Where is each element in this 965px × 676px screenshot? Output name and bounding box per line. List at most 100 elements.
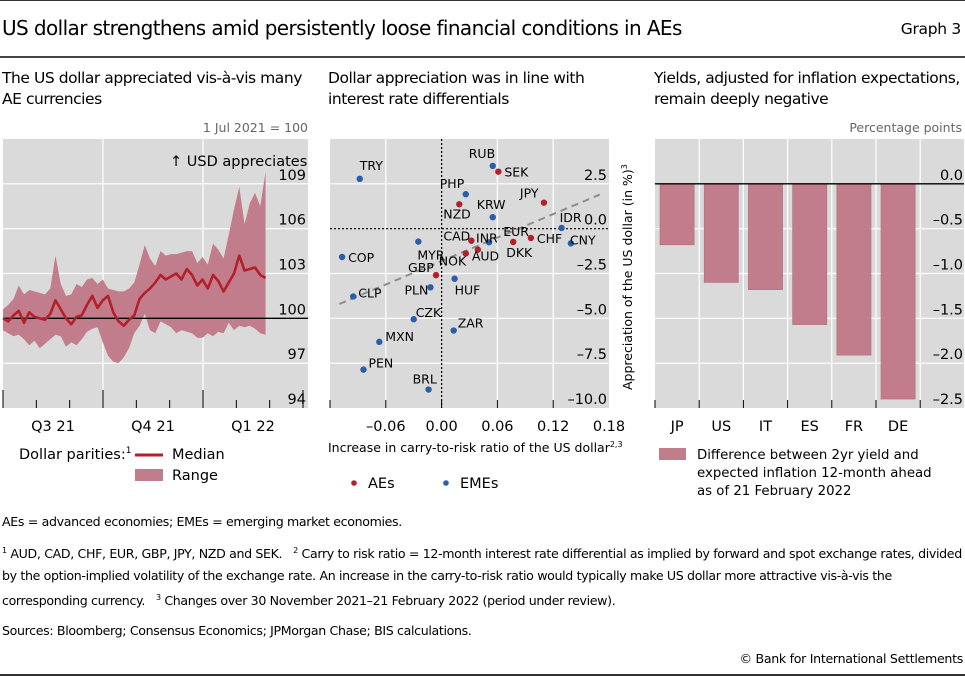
note1-text: AUD, CAD, CHF, EUR, GBP, JPY, NZD and SE… <box>6 546 283 562</box>
p1-x-tick-label: Q3 21 <box>31 419 75 435</box>
p2-y-tick-label: 2.5 <box>584 168 607 184</box>
scatter-x-axis-label: Increase in carry-to-risk ratio of the U… <box>328 440 623 455</box>
scatter-point-pen <box>360 366 367 373</box>
scatter-point-mxn <box>376 338 383 346</box>
scatter-point-eur <box>510 238 517 246</box>
note3-text: Changes over 30 November 2021–21 Februar… <box>160 593 616 609</box>
p2-y-tick-label: –7.5 <box>577 347 607 363</box>
scatter-point-cop <box>338 253 346 261</box>
bar-it <box>748 183 783 290</box>
scatter-label-gbp: GBP <box>408 260 434 275</box>
panel3-title: Yields, adjusted for inflation expectati… <box>654 69 960 108</box>
p1-x-tick-label: Q4 21 <box>131 419 175 435</box>
p3-x-tick-label: DE <box>888 419 908 435</box>
p1-y-tick-label: 94 <box>288 392 306 408</box>
bar-de <box>880 183 916 400</box>
scatter-point-nok <box>462 250 469 257</box>
scatter-point-try <box>356 175 363 183</box>
p1-y-tick-label: 97 <box>288 347 306 363</box>
scatter-point-inr <box>485 239 493 246</box>
p2-x-tick-label: 0.18 <box>593 419 625 435</box>
range-area <box>3 171 266 364</box>
scatter-label-sek: SEK <box>504 165 529 180</box>
scatter-label-pln: PLN <box>404 282 428 297</box>
panel2-y-tick-labels: –10.0 –7.5 –5.0 –2.5 0.0 2.5 <box>567 168 607 408</box>
p2-x-tick-label: 0.12 <box>537 419 569 435</box>
sources-note: Sources: Bloomberg; Consensus Economics;… <box>2 623 472 638</box>
p3-y-tick-label: –1.0 <box>933 258 963 274</box>
scatter-point-myr <box>415 238 422 245</box>
scatter-label-czk: CZK <box>416 305 442 320</box>
panel2-scatter-chart: TRY RUB SEK PHP NZD KRW JPY IDR CNY CHF EUR DKK CAD I… <box>328 139 635 492</box>
p3-x-tick-label: US <box>711 419 731 435</box>
p1-x-tick-label: Q1 22 <box>231 419 275 435</box>
panel2-gridlines <box>330 139 609 408</box>
scatter-point-sek <box>495 168 502 175</box>
p2-x-tick-label: –0.06 <box>366 419 406 435</box>
panel1-unit-label: 1 Jul 2021 = 100 <box>202 120 308 135</box>
legend-bar-label-line3: as of 21 February 2022 <box>697 484 851 499</box>
bar-jp <box>659 183 695 246</box>
panel3-unit-label: Percentage points <box>849 120 962 135</box>
panel1-line-chart: 94 97 100 103 106 109 Q3 21 Q4 21 Q1 22 ↑ USD a… <box>2 139 308 484</box>
scatter-point-czk <box>410 316 417 323</box>
usd-appreciates-annotation: ↑ USD appreciates <box>170 154 307 170</box>
scatter-label-krw: KRW <box>477 197 506 212</box>
scatter-point-aud <box>474 246 482 253</box>
scatter-label-myr: MYR <box>417 248 444 263</box>
scatter-points: TRY RUB SEK PHP NZD KRW JPY IDR CNY CHF EUR DKK CAD I… <box>338 146 596 393</box>
panel1-y-tick-labels: 94 97 100 103 106 109 <box>278 168 306 408</box>
p2-y-tick-label: –5.0 <box>577 302 607 318</box>
scatter-label-clp: CLP <box>358 285 382 300</box>
panel3-y-tick-labels: –2.5 –2.0 –1.5 –1.0 –0.5 0.0 <box>933 168 963 408</box>
p1-y-tick-label: 103 <box>278 258 306 274</box>
bottom-rule <box>0 674 965 676</box>
p3-x-tick-label: ES <box>801 419 819 435</box>
scatter-label-mxn: MXN <box>385 329 414 344</box>
p3-x-tick-label: IT <box>759 419 772 435</box>
panel3-bar-chart: –2.5 –2.0 –1.5 –1.0 –0.5 0.0 JP US IT ES FR DE Dif… <box>654 139 964 499</box>
abbreviations-note: AEs = advanced economies; EMEs = emergin… <box>2 514 402 529</box>
note3-marker: 3 <box>155 593 161 603</box>
scatter-label-zar: ZAR <box>458 316 484 331</box>
p3-x-tick-label: FR <box>845 419 863 435</box>
scatter-point-pln <box>427 284 434 291</box>
scatter-point-rub <box>489 162 496 170</box>
scatter-point-cad <box>468 237 475 244</box>
scatter-point-chf <box>527 234 535 242</box>
scatter-point-nzd <box>456 201 463 208</box>
scatter-point-cny <box>567 240 575 247</box>
legend-bar-swatch <box>659 448 686 460</box>
scatter-point-huf <box>451 275 458 282</box>
p1-y-tick-label: 100 <box>278 302 306 318</box>
p3-y-tick-label: –2.5 <box>933 392 963 408</box>
scatter-label-try: TRY <box>359 158 384 173</box>
p2-y-tick-label: –10.0 <box>567 392 607 408</box>
scatter-point-brl <box>425 386 432 393</box>
bar-us <box>703 183 739 283</box>
panel2-x-ticks: –0.06 0.00 0.06 0.12 0.18 <box>329 400 625 435</box>
legend-median-label: Median <box>172 447 225 463</box>
graph-title: US dollar strengthens amid persistently … <box>2 16 682 40</box>
top-rule <box>0 0 965 1</box>
panel3-x-ticks: JP US IT ES FR DE <box>654 400 921 435</box>
scatter-label-cop: COP <box>348 250 375 265</box>
title-rule <box>0 56 965 58</box>
scatter-point-gbp <box>432 271 440 279</box>
scatter-y-axis-label: Appreciation of the US dollar (in %)3 <box>620 164 635 390</box>
panel1-title: The US dollar appreciated vis-à-vis many… <box>2 69 302 108</box>
scatter-point-zar <box>450 327 457 334</box>
note1-marker: 1 <box>2 546 7 555</box>
legend-bar-label-line1: Difference between 2yr yield and <box>697 448 919 463</box>
p2-y-tick-label: 0.0 <box>584 213 607 229</box>
legend-emes-label: EMEs <box>460 476 498 492</box>
bar-fr <box>836 183 872 356</box>
copyright: © Bank for International Settlements <box>739 651 964 666</box>
note2-marker: 2 <box>293 546 298 555</box>
scatter-label-brl: BRL <box>413 372 437 387</box>
p2-y-tick-label: –2.5 <box>577 258 607 274</box>
scatter-label-aud: AUD <box>472 249 499 264</box>
p2-x-tick-label: 0.06 <box>481 419 513 435</box>
scatter-label-rub: RUB <box>469 146 495 161</box>
